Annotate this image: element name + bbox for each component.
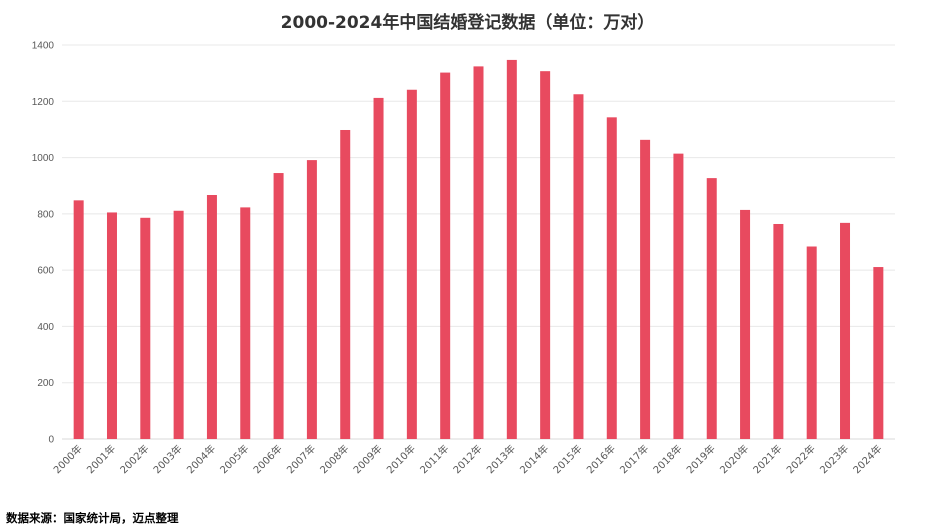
y-tick-label: 1200 xyxy=(32,97,55,108)
x-tick-label: 2015年 xyxy=(550,442,584,476)
bar xyxy=(540,71,551,440)
x-tick-label: 2010年 xyxy=(384,442,418,476)
x-tick-label: 2008年 xyxy=(317,442,351,476)
bar xyxy=(773,223,784,439)
x-tick-label: 2014年 xyxy=(517,442,551,476)
x-axis-ticks: 2000年 2001年 2002年 2003年 2004年 2005年 2006年 2007年… xyxy=(51,442,885,476)
bar xyxy=(106,212,117,439)
x-tick-label: 2009年 xyxy=(350,442,384,476)
x-tick-label: 2017年 xyxy=(617,442,651,476)
y-tick-label: 1000 xyxy=(32,153,55,164)
x-tick-label: 2022年 xyxy=(784,442,818,476)
x-tick-label: 2003年 xyxy=(150,442,184,476)
x-tick-label: 2004年 xyxy=(184,442,218,476)
bar xyxy=(273,173,284,440)
bar xyxy=(473,66,484,439)
x-tick-label: 2024年 xyxy=(850,442,884,476)
chart-title: 2000-2024年中国结婚登记数据（单位：万对） xyxy=(280,13,655,33)
bar xyxy=(306,160,317,439)
bar xyxy=(840,222,851,439)
x-tick-label: 2011年 xyxy=(417,442,451,476)
bar xyxy=(573,94,584,439)
source-note: 数据来源：国家统计局，迈点整理 xyxy=(6,511,179,525)
y-tick-label: 1400 xyxy=(32,41,55,52)
y-tick-label: 600 xyxy=(37,266,54,277)
bar xyxy=(873,267,884,439)
x-tick-label: 2006年 xyxy=(250,442,284,476)
x-tick-label: 2012年 xyxy=(450,442,484,476)
bar xyxy=(206,195,217,439)
x-tick-label: 2007年 xyxy=(284,442,318,476)
y-axis-ticks: 0 200 400 600 800 1000 1200 1400 xyxy=(32,41,55,446)
bar xyxy=(373,97,384,439)
x-tick-label: 2001年 xyxy=(84,442,118,476)
y-tick-label: 800 xyxy=(37,209,54,220)
x-tick-label: 2000年 xyxy=(51,442,85,476)
bar xyxy=(406,89,417,440)
x-tick-label: 2002年 xyxy=(117,442,151,476)
bar xyxy=(240,207,251,439)
x-tick-label: 2020年 xyxy=(717,442,751,476)
bar xyxy=(440,72,451,439)
y-tick-label: 400 xyxy=(37,322,54,333)
y-tick-label: 0 xyxy=(48,435,54,446)
x-tick-label: 2023年 xyxy=(817,442,851,476)
x-tick-label: 2021年 xyxy=(750,442,784,476)
x-tick-label: 2013年 xyxy=(484,442,518,476)
bar xyxy=(140,217,151,439)
x-tick-label: 2019年 xyxy=(684,442,718,476)
bar xyxy=(506,59,517,440)
bar xyxy=(640,139,651,439)
bar xyxy=(173,210,184,439)
x-tick-label: 2018年 xyxy=(650,442,684,476)
bar xyxy=(806,246,817,439)
bar xyxy=(340,129,351,439)
bar xyxy=(606,117,617,439)
x-tick-label: 2005年 xyxy=(217,442,251,476)
y-tick-label: 200 xyxy=(37,378,54,389)
bar xyxy=(673,153,684,440)
x-tick-label: 2016年 xyxy=(584,442,618,476)
bar xyxy=(73,200,84,439)
bars xyxy=(73,59,884,440)
bar xyxy=(706,178,717,439)
bar xyxy=(740,209,751,439)
